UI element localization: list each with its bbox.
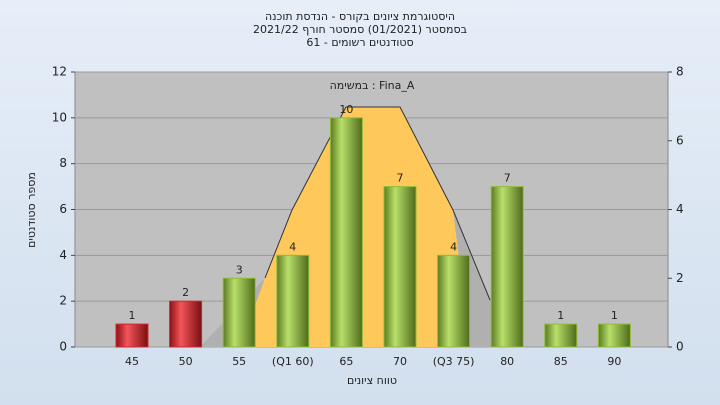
x-tick-label: 85 <box>554 355 568 368</box>
y2-tick-label: 4 <box>676 202 684 216</box>
y-tick-label: 8 <box>59 156 67 170</box>
data-label: 7 <box>397 172 404 185</box>
y-tick-label: 12 <box>52 65 67 79</box>
y2-tick-label: 8 <box>676 65 684 79</box>
bar <box>597 323 631 348</box>
y-tick-label: 4 <box>59 248 67 262</box>
data-label: 10 <box>339 103 353 116</box>
x-tick-label: 50 <box>179 355 193 368</box>
y2-tick-label: 2 <box>676 271 684 285</box>
bar <box>222 277 256 348</box>
y-axis-label: מספר סטודנטים <box>25 172 38 248</box>
data-label: 1 <box>557 309 564 322</box>
x-tick-label: 65 <box>339 355 353 368</box>
bar <box>276 254 310 348</box>
bar <box>490 186 524 348</box>
data-label: 4 <box>289 240 296 253</box>
y2-tick-label: 0 <box>676 340 684 354</box>
chart-subtitle: בסמסטר (01/2021) סמסטר חורף 2021/22 <box>253 23 467 36</box>
x-tick-label: 70 <box>393 355 407 368</box>
bar <box>115 323 149 348</box>
y2-tick-label: 6 <box>676 133 684 147</box>
bar <box>437 254 471 348</box>
annotation: במשימה : Fina_A <box>330 79 415 92</box>
bar <box>169 300 203 348</box>
x-tick-label: (Q3 75) <box>433 355 475 368</box>
distribution-line <box>264 106 491 301</box>
data-label: 7 <box>504 172 511 185</box>
data-label: 4 <box>450 240 457 253</box>
data-label: 2 <box>182 286 189 299</box>
data-label: 1 <box>611 309 618 322</box>
x-tick-label: 80 <box>500 355 514 368</box>
y-tick-label: 2 <box>59 294 67 308</box>
bar <box>544 323 578 348</box>
x-tick-label: 45 <box>125 355 139 368</box>
y-tick-label: 10 <box>52 110 67 124</box>
data-label: 1 <box>129 309 136 322</box>
chart-title: היסטוגרמת ציונים בקורס - הנדסת תוכנה <box>265 10 455 23</box>
x-tick-label: 90 <box>607 355 621 368</box>
x-tick-label: 55 <box>232 355 246 368</box>
x-axis-label: טווח ציונים <box>347 374 397 387</box>
data-label: 3 <box>236 263 243 276</box>
y-tick-label: 0 <box>59 340 67 354</box>
x-tick-label: (Q1 60) <box>272 355 314 368</box>
bar <box>329 117 363 348</box>
bar <box>383 186 417 348</box>
chart-subtitle: 61 - סטודנטים רשומים <box>306 36 413 49</box>
y-tick-label: 6 <box>59 202 67 216</box>
